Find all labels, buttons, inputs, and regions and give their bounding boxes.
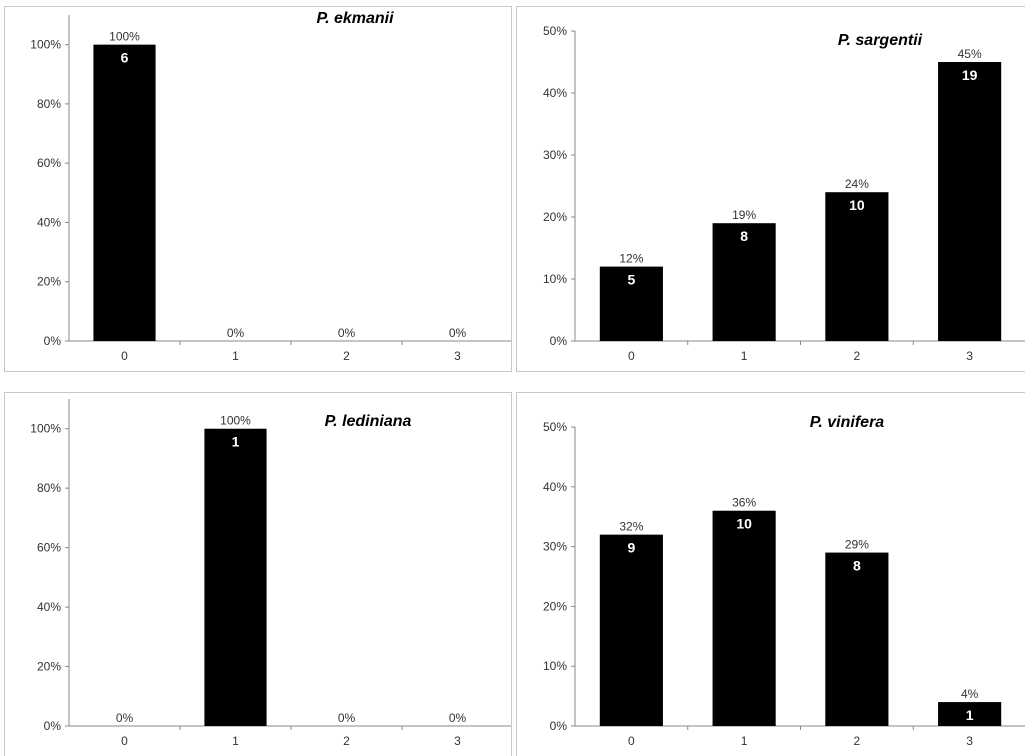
x-tick-label: 2 <box>854 734 861 748</box>
y-tick-label: 0% <box>44 334 62 348</box>
chart-title: P. vinifera <box>810 414 885 431</box>
count-data-label: 6 <box>121 50 129 66</box>
percent-data-label: 100% <box>220 414 251 428</box>
count-data-label: 8 <box>740 228 748 244</box>
percent-data-label: 0% <box>449 326 467 340</box>
percent-data-label: 0% <box>449 711 467 725</box>
bar <box>938 62 1002 341</box>
x-tick-label: 3 <box>966 349 973 363</box>
y-tick-label: 80% <box>37 97 61 111</box>
y-tick-label: 20% <box>543 210 567 224</box>
percent-data-label: 24% <box>845 177 869 191</box>
x-tick-label: 0 <box>121 349 128 363</box>
x-tick-label: 1 <box>232 349 239 363</box>
x-tick-label: 2 <box>343 734 350 748</box>
percent-data-label: 4% <box>961 687 979 701</box>
percent-data-label: 0% <box>116 711 134 725</box>
x-tick-label: 3 <box>966 734 973 748</box>
y-tick-label: 0% <box>550 334 568 348</box>
count-data-label: 9 <box>627 540 635 556</box>
bar <box>825 552 889 726</box>
y-tick-label: 50% <box>543 24 567 38</box>
y-tick-label: 100% <box>30 38 61 52</box>
x-tick-label: 2 <box>854 349 861 363</box>
chart-panel-p-vinifera: 0% 10% 20% 30% 40% 50% P. vinifera 32% 9 0 36% 10 1 2… <box>516 392 1025 756</box>
x-tick-label: 2 <box>343 349 350 363</box>
bar <box>93 44 156 342</box>
chart-title: P. sargentii <box>838 32 923 49</box>
y-tick-label: 10% <box>543 659 567 673</box>
y-tick-label: 20% <box>543 599 567 613</box>
y-tick-label: 50% <box>543 420 567 434</box>
bar <box>599 534 663 726</box>
percent-data-label: 32% <box>619 520 643 534</box>
y-tick-label: 0% <box>550 719 568 733</box>
x-tick-label: 0 <box>628 349 635 363</box>
percent-data-label: 29% <box>845 538 869 552</box>
y-tick-label: 20% <box>37 275 61 289</box>
y-tick-label: 10% <box>543 272 567 286</box>
percent-data-label: 0% <box>227 326 245 340</box>
y-tick-label: 30% <box>543 148 567 162</box>
percent-data-label: 0% <box>338 711 356 725</box>
x-tick-label: 0 <box>121 734 128 748</box>
chart-panel-p-ekmanii: 0% 20% 40% 60% 80% 100% P. ekmanii 100% 6 0 0% 1 0% 2… <box>4 6 512 372</box>
percent-data-label: 36% <box>732 496 756 510</box>
bar-chart: 0% 10% 20% 30% 40% 50% P. vinifera 32% 9 0 36% 10 1 2… <box>543 414 1025 748</box>
bar <box>204 428 267 726</box>
chart-title: P. ekmanii <box>316 10 394 27</box>
y-tick-label: 60% <box>37 541 61 555</box>
x-tick-label: 1 <box>232 734 239 748</box>
count-data-label: 10 <box>849 197 865 213</box>
bar <box>599 266 663 341</box>
x-tick-label: 3 <box>454 349 461 363</box>
y-tick-label: 40% <box>543 480 567 494</box>
count-data-label: 10 <box>736 516 752 532</box>
count-data-label: 1 <box>232 434 240 450</box>
percent-data-label: 0% <box>338 326 356 340</box>
bar <box>712 510 776 726</box>
bar-chart: 0%20%40%60%80%100%P. ekmanii100%600%10%2… <box>30 10 511 363</box>
bar <box>938 702 1002 726</box>
y-tick-label: 40% <box>37 215 61 229</box>
count-data-label: 19 <box>962 67 978 83</box>
y-tick-label: 80% <box>37 481 61 495</box>
count-data-label: 8 <box>853 558 861 574</box>
y-tick-label: 30% <box>543 540 567 554</box>
y-tick-label: 40% <box>543 86 567 100</box>
y-tick-label: 20% <box>37 660 61 674</box>
y-tick-label: 0% <box>44 719 62 733</box>
chart-panel-p-lediniana: 0% 20% 40% 60% 80% 100% P. lediniana 0% 0 100% 1 1 0… <box>4 392 512 756</box>
y-tick-label: 100% <box>30 422 61 436</box>
x-tick-label: 1 <box>741 349 748 363</box>
percent-data-label: 12% <box>619 252 643 266</box>
chart-panel-p-sargentii: 0% 10% 20% 30% 40% 50% P. sargentii 12% 5 0 19% 8 1 2… <box>516 6 1025 372</box>
count-data-label: 5 <box>627 272 635 288</box>
x-tick-label: 1 <box>741 734 748 748</box>
bar-chart: 0% 10% 20% 30% 40% 50% P. sargentii 12% 5 0 19% 8 1 2… <box>543 24 1025 363</box>
percent-data-label: 100% <box>109 30 140 44</box>
bar-chart: 0%20%40%60%80%100% P. lediniana0%0100%110… <box>30 399 511 748</box>
x-tick-label: 0 <box>628 734 635 748</box>
y-tick-label: 40% <box>37 600 61 614</box>
y-tick-label: 60% <box>37 156 61 170</box>
bar <box>712 223 776 341</box>
count-data-label: 1 <box>966 707 974 723</box>
bar <box>825 192 889 341</box>
x-tick-label: 3 <box>454 734 461 748</box>
percent-data-label: 19% <box>732 208 756 222</box>
chart-title: P. lediniana <box>325 413 412 430</box>
percent-data-label: 45% <box>958 47 982 61</box>
